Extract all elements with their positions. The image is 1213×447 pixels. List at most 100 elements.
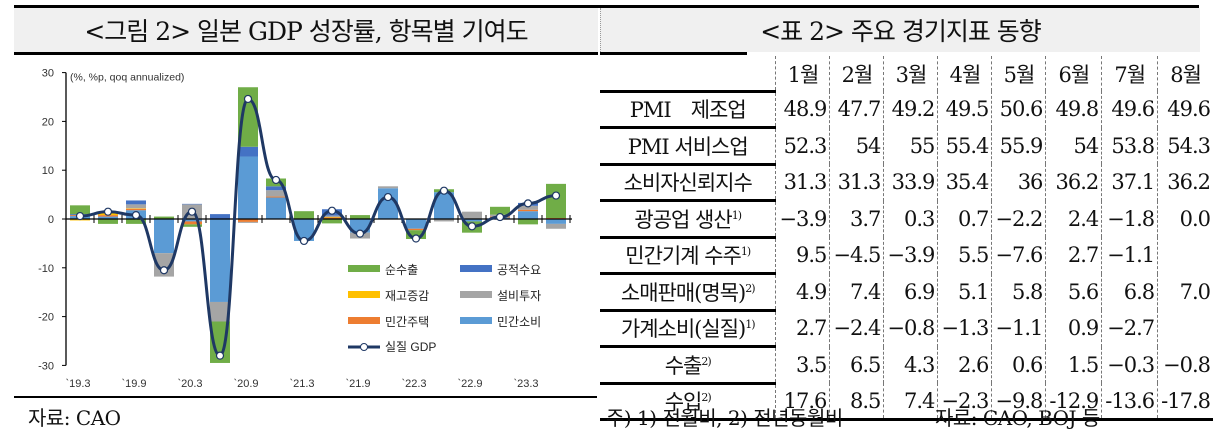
table-cell: 8.5 [829,383,884,421]
gdp-point [383,192,393,202]
bar-segment [154,216,174,219]
y-tick-label: 30 [42,68,54,80]
legend-label: 민간주택 [385,315,429,329]
bar-segment [154,219,174,254]
table-row: 가계소비(실질)1) 2.7 −2.4 −0.8 −1.3 −1.1 0.9 −2.7 [600,308,1213,347]
table-cell: 31.3 [775,164,830,201]
table-cell: 55 [883,127,938,164]
gdp-point [215,351,225,360]
table-cell: 55.4 [937,127,992,164]
gdp-point [495,212,505,222]
table-row: 수입2) 17.6 8.5 7.4 −2.3 −9.8 -12.9 -13.6 -17.8 [600,381,1213,421]
y-tick-label: 10 [42,165,54,177]
bar-segment [322,217,342,219]
gdp-point [271,175,281,185]
table-cell: 49.6 [1157,91,1213,128]
bar-segment [266,190,286,197]
legend-label: 재고증감 [385,289,429,303]
bar-segment [98,219,118,224]
legend-swatch [348,265,380,272]
y-tick-label: -10 [38,263,54,275]
bar-segment [322,219,342,224]
bar-segment [98,216,118,219]
table-cell: 17.6 [775,383,830,421]
table-cell: 54 [1045,127,1102,164]
bar-segment [126,208,146,211]
column-header: 5월 [991,56,1046,91]
bar-segment [238,219,258,222]
bar-segment [238,156,258,219]
table-cell: 5.6 [1045,273,1102,310]
legend-swatch [460,291,492,298]
table-cell: 50.6 [991,91,1046,128]
bar-segment [546,223,566,229]
table-cell: 7.4 [829,273,884,310]
bar-segment [546,183,566,219]
table-cell: 3.5 [775,346,830,383]
legend-marker [360,343,368,351]
x-tick-label: `23.3 [513,378,538,390]
gdp-point [299,236,309,246]
x-tick-label: `21.3 [289,378,314,390]
table-footnote: 주) 1) 전월비, 2) 전년동월비 [606,406,843,430]
column-header: 1월 [775,56,830,91]
table-cell: 2.4 [1045,200,1102,237]
table-cell: −7.6 [991,237,1046,274]
bar-segment [518,219,538,225]
bar-segment [126,200,146,205]
row-label: PMI 서비스업 [600,126,776,164]
bar-segment [462,211,482,219]
bar-segment [350,215,370,219]
bar-segment [126,219,146,224]
bar-segment [182,221,202,225]
table-cell: 6.5 [829,346,884,383]
gdp-point [355,229,365,238]
top-rule [14,5,1199,8]
table-cell: 6.9 [883,273,938,310]
bar-segment [378,188,398,219]
table-cell: 55.9 [991,127,1046,164]
table-cell: 37.1 [1101,164,1158,201]
table-cell: 47.7 [829,91,884,128]
table-cell: -13.6 [1101,383,1158,421]
gdp-point [327,206,337,215]
bar-segment [238,221,258,223]
column-header: 8월 [1157,56,1213,91]
table-cell: 54.3 [1157,127,1213,164]
gdp-point [551,191,561,200]
gdp-point [75,211,85,221]
bar-segment [126,204,146,209]
table-cell: 36 [991,164,1046,201]
legend-swatch [460,317,492,324]
table-row: PMI 제조업 48.9 47.7 49.2 49.5 50.6 49.8 49.6 49.6 [600,89,1213,128]
legend-label: 민간소비 [497,315,541,329]
y-tick-label: -30 [38,360,54,372]
bar-segment [378,186,398,189]
gdp-point [131,210,141,220]
table-cell: −0.8 [883,310,938,347]
column-header: 4월 [937,56,992,91]
table-cell: 2.6 [937,346,992,383]
bar-segment [266,196,286,198]
bar-segment [406,219,426,229]
table-cell: -17.8 [1157,383,1213,421]
table-row: PMI 서비스업 52.3 54 55 55.4 55.9 54 53.8 54.3 [600,126,1213,164]
bar-segment [322,215,342,218]
table-cell: 0.6 [991,346,1046,383]
x-tick-label: `20.9 [233,378,258,390]
table-cell: 49.6 [1101,91,1158,128]
x-tick-label: `22.3 [401,378,426,390]
table-cell: 9.5 [775,237,830,274]
bar-segment [266,197,286,219]
x-tick-label: `21.9 [345,378,370,390]
table-row: 소매판매(명목)2) 4.9 7.4 6.9 5.1 5.8 5.6 6.8 7.0 [600,272,1213,310]
gdp-point [159,266,169,275]
table-cell: 7.0 [1157,273,1213,310]
column-header: 7월 [1101,56,1158,91]
figure-source: 자료: CAO [28,406,121,430]
y-tick-label: 0 [48,214,54,226]
gdp-point [243,94,253,104]
bar-segment [210,219,230,302]
table-cell: 0.3 [883,200,938,237]
table-cell: −1.1 [991,310,1046,347]
